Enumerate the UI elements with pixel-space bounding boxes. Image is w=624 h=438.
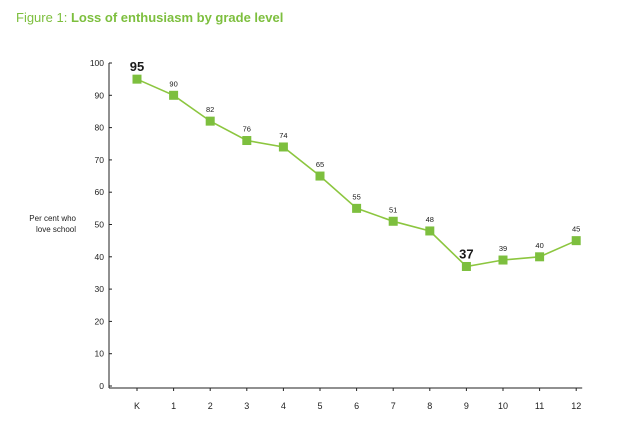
y-tick-label: 90 [95,90,105,100]
series-line [136,78,577,268]
figure-number: Figure 1: [16,10,68,25]
y-tick-label: 50 [95,220,105,230]
data-label: 39 [499,244,507,253]
data-point-marker [461,261,471,271]
data-label: 90 [169,79,177,88]
x-tick-label: 6 [354,401,359,411]
data-label: 74 [279,131,287,140]
data-point-marker [169,90,179,100]
x-tick-label: 1 [171,401,176,411]
y-axis-label: Per cent who love school [10,213,76,235]
data-point-marker [388,216,398,226]
x-tick-label: 5 [317,401,322,411]
data-point-marker [315,171,325,181]
data-label: 76 [243,125,251,134]
y-tick-label: 60 [95,187,105,197]
y-axis-label-line-1: Per cent who [29,214,76,223]
data-label: 37 [459,246,473,261]
data-point-marker [132,74,142,84]
x-tick-label: 9 [464,401,469,411]
x-tick-label: 3 [244,401,249,411]
y-tick-label: 0 [99,381,104,391]
data-point-marker [278,142,288,152]
data-point-marker [425,226,435,236]
y-tick-label: 40 [95,252,105,262]
y-tick-label: 70 [95,155,105,165]
y-tick-label: 80 [95,123,105,133]
data-point-marker [498,255,508,265]
data-point-marker [352,203,362,213]
figure-title: Figure 1: Loss of enthusiasm by grade le… [16,10,283,25]
x-tick-label: 12 [571,401,581,411]
x-tick-label: 8 [427,401,432,411]
x-tick-label: 10 [498,401,508,411]
y-tick-label: 30 [95,284,105,294]
data-label: 55 [352,192,360,201]
y-axis-label-line-2: love school [35,225,76,234]
x-tick-label: 11 [535,401,544,411]
data-label: 48 [426,215,434,224]
data-label: 95 [130,59,144,74]
data-point-marker [205,116,215,126]
data-point-marker [535,252,545,262]
figure-title-text: Loss of enthusiasm by grade level [70,10,284,25]
x-tick-label: 2 [208,401,213,411]
data-label: 45 [572,225,580,234]
data-label: 40 [535,241,543,250]
y-tick-label: 100 [90,58,104,68]
data-point-marker [571,236,581,246]
data-label: 51 [389,205,397,214]
data-point-marker [242,136,252,146]
x-tick-label: 4 [281,401,286,411]
y-tick-label: 10 [95,349,105,359]
data-label: 65 [316,160,324,169]
y-tick-label: 20 [95,316,105,326]
x-tick-label: K [134,401,140,411]
x-tick-label: 7 [391,401,396,411]
data-label: 82 [206,105,214,114]
